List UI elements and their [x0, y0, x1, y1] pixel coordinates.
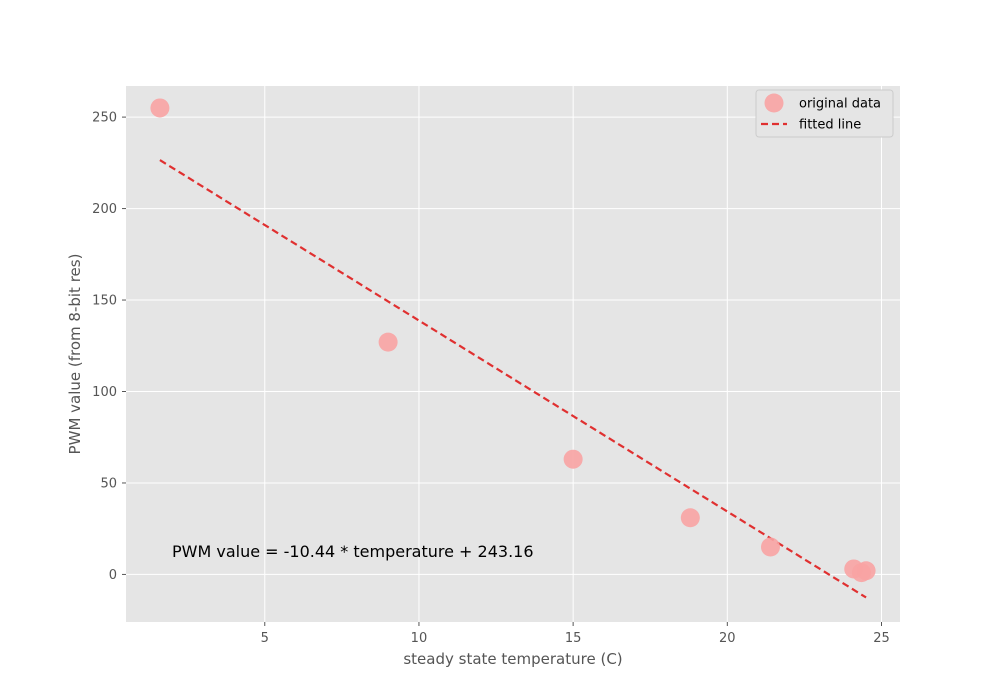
data-point: [150, 98, 170, 118]
legend-label: fitted line: [799, 118, 861, 133]
data-point: [563, 449, 583, 469]
legend-point-marker: [764, 93, 784, 113]
scatter-series: [150, 98, 876, 583]
y-tick-label: 0: [109, 568, 117, 583]
y-tick-label: 250: [92, 111, 117, 126]
x-axis-label: steady state temperature (C): [403, 650, 622, 668]
data-point: [680, 508, 700, 528]
legend-box: [755, 89, 894, 138]
plot-background: [126, 86, 900, 622]
fitted-line: [159, 159, 867, 599]
y-axis-label: PWM value (from 8-bit res): [66, 254, 84, 455]
y-tick-label: 50: [100, 476, 117, 491]
y-tick-label: 100: [92, 385, 117, 400]
x-tick-label: 10: [411, 631, 428, 646]
y-tick-label: 200: [92, 202, 117, 217]
x-tick-label: 20: [719, 631, 736, 646]
line-series: [159, 159, 867, 599]
annotation-equation: PWM value = -10.44 * temperature + 243.1…: [172, 542, 534, 561]
y-tick-label: 150: [92, 294, 117, 309]
x-tick-label: 5: [261, 631, 269, 646]
x-tick-label: 25: [873, 631, 890, 646]
legend-label: original data: [799, 97, 881, 112]
legend: original data fitted line: [755, 89, 894, 138]
data-point: [856, 561, 876, 581]
x-tick-label: 15: [565, 631, 582, 646]
data-point: [378, 332, 398, 352]
data-point: [760, 537, 780, 557]
